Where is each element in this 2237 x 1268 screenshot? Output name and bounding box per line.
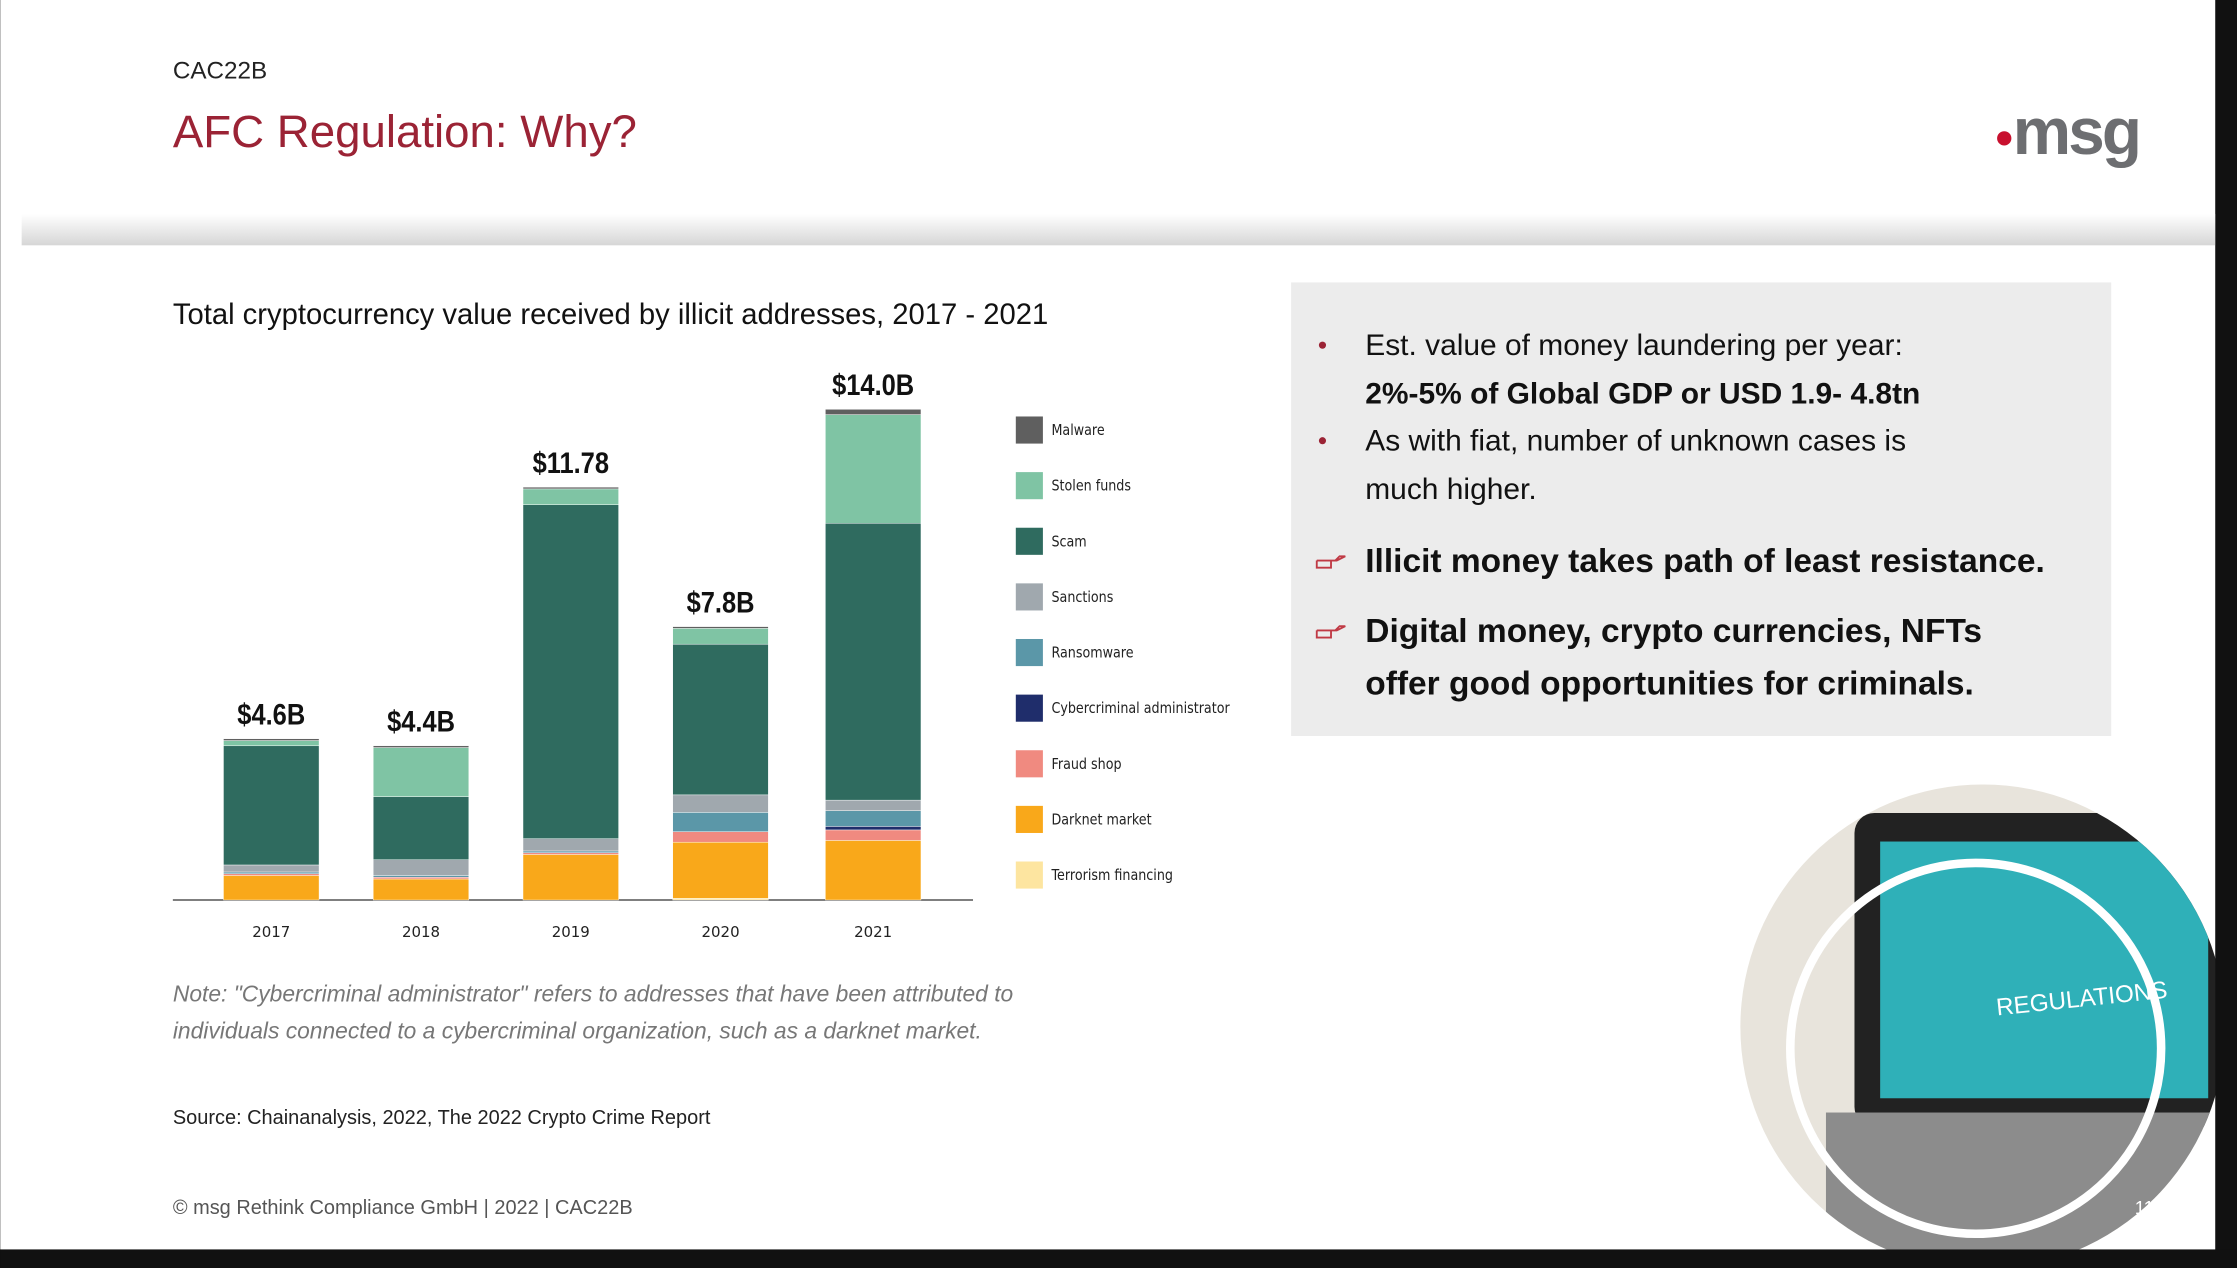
note-line: Note: "Cybercriminal administrator" refe…	[173, 980, 1013, 1006]
header-band	[21, 213, 2216, 246]
bar-segment	[223, 738, 320, 741]
total-label: $14.0B	[832, 368, 914, 401]
bar-segment	[672, 628, 769, 645]
bar-segment	[373, 747, 470, 797]
x-tick-label: 2018	[402, 923, 440, 941]
legend-label: Fraud shop	[1051, 756, 1121, 773]
logo-dot	[1997, 131, 2012, 146]
chart-title: Total cryptocurrency value received by i…	[173, 299, 1048, 331]
bar-segment	[825, 829, 922, 841]
slide-code: CAC22B	[173, 57, 267, 84]
legend-swatch	[1015, 805, 1043, 833]
bar-segment	[672, 626, 769, 629]
regulations-image	[1740, 784, 2226, 1268]
legend-swatch	[1015, 472, 1043, 500]
frame-bottom	[0, 1249, 2237, 1268]
info-line: much higher.	[1365, 473, 1536, 506]
bar-segment	[825, 799, 922, 811]
legend-swatch	[1015, 416, 1043, 444]
info-line: offer good opportunities for criminals.	[1365, 666, 1974, 703]
logo: msg	[2013, 95, 2139, 168]
bar-segment	[672, 794, 769, 813]
info-box	[1291, 282, 2112, 736]
legend-swatch	[1015, 694, 1043, 722]
bar-segment	[825, 840, 922, 901]
legend-label: Sanctions	[1051, 589, 1113, 606]
legend-label: Scam	[1051, 533, 1086, 550]
info-line: Digital money, crypto currencies, NFTs	[1365, 613, 1982, 650]
bar-segment	[522, 504, 619, 839]
bar-segment	[522, 854, 619, 901]
bar-segment	[223, 873, 320, 876]
bar-segment	[223, 864, 320, 873]
x-tick-label: 2019	[552, 923, 590, 941]
bar-segment	[825, 810, 922, 827]
x-tick-label: 2020	[702, 923, 740, 941]
bar-segment	[522, 850, 619, 853]
total-label: $4.6B	[237, 698, 305, 731]
bar-segment	[672, 812, 769, 832]
bar-segment	[373, 745, 470, 748]
slide-title: AFC Regulation: Why?	[173, 106, 637, 157]
legend-swatch	[1015, 750, 1043, 778]
bar-segment	[825, 414, 922, 524]
source: Source: Chainanalysis, 2022, The 2022 Cr…	[173, 1107, 711, 1129]
bar-segment	[223, 740, 320, 747]
bar-segment	[373, 875, 470, 878]
bar-segment	[825, 826, 922, 831]
bar-segment	[522, 486, 619, 490]
legend-label: Ransomware	[1051, 645, 1133, 662]
bar-segment	[825, 523, 922, 801]
legend-swatch	[1015, 583, 1043, 611]
bar-segment	[223, 871, 320, 874]
frame-right	[2215, 0, 2237, 1268]
image-ring	[1786, 858, 2166, 1239]
footer: © msg Rethink Compliance GmbH | 2022 | C…	[173, 1197, 633, 1219]
bar-segment	[223, 875, 320, 901]
info-line: Illicit money takes path of least resist…	[1365, 543, 2045, 580]
legend-label: Malware	[1051, 422, 1104, 439]
laptop-screen	[1880, 841, 2209, 1099]
bar-segment	[522, 838, 619, 852]
total-label: $11.78	[533, 446, 609, 479]
bullet	[1318, 437, 1327, 445]
legend-swatch	[1015, 861, 1043, 889]
info-line: Est. value of money laundering per year:	[1365, 329, 1903, 362]
note-line: individuals connected to a cybercriminal…	[173, 1017, 982, 1043]
legend-label: Terrorism financing	[1051, 867, 1173, 884]
bar-segment	[522, 488, 619, 505]
total-label: $4.4B	[387, 705, 455, 738]
bar-segment	[373, 796, 470, 860]
legend-label: Stolen funds	[1051, 478, 1131, 495]
hand-icon	[1315, 625, 1346, 639]
info-line: As with fiat, number of unknown cases is	[1365, 425, 1906, 458]
bar-segment	[672, 898, 769, 901]
info-line: 2%-5% of Global GDP or USD 1.9- 4.8tn	[1365, 378, 1920, 411]
bar-segment	[672, 841, 769, 899]
total-label: $7.8B	[687, 585, 755, 618]
bar-segment	[672, 831, 769, 843]
page-number: 11	[2135, 1197, 2154, 1218]
hand-icon	[1315, 555, 1346, 569]
legend-label: Cybercriminal administrator	[1051, 700, 1230, 717]
bar-segment	[373, 877, 470, 880]
x-tick-label: 2021	[854, 923, 892, 941]
bar-segment	[522, 852, 619, 855]
bar-segment	[373, 878, 470, 901]
legend-label: Darknet market	[1051, 811, 1152, 828]
bar-segment	[223, 745, 320, 866]
x-tick-label: 2017	[252, 923, 290, 941]
bar-segment	[373, 859, 470, 876]
bar-segment	[825, 409, 922, 415]
legend-swatch	[1015, 527, 1043, 555]
bullet	[1318, 341, 1327, 349]
bar-segment	[672, 643, 769, 796]
legend-swatch	[1015, 638, 1043, 667]
